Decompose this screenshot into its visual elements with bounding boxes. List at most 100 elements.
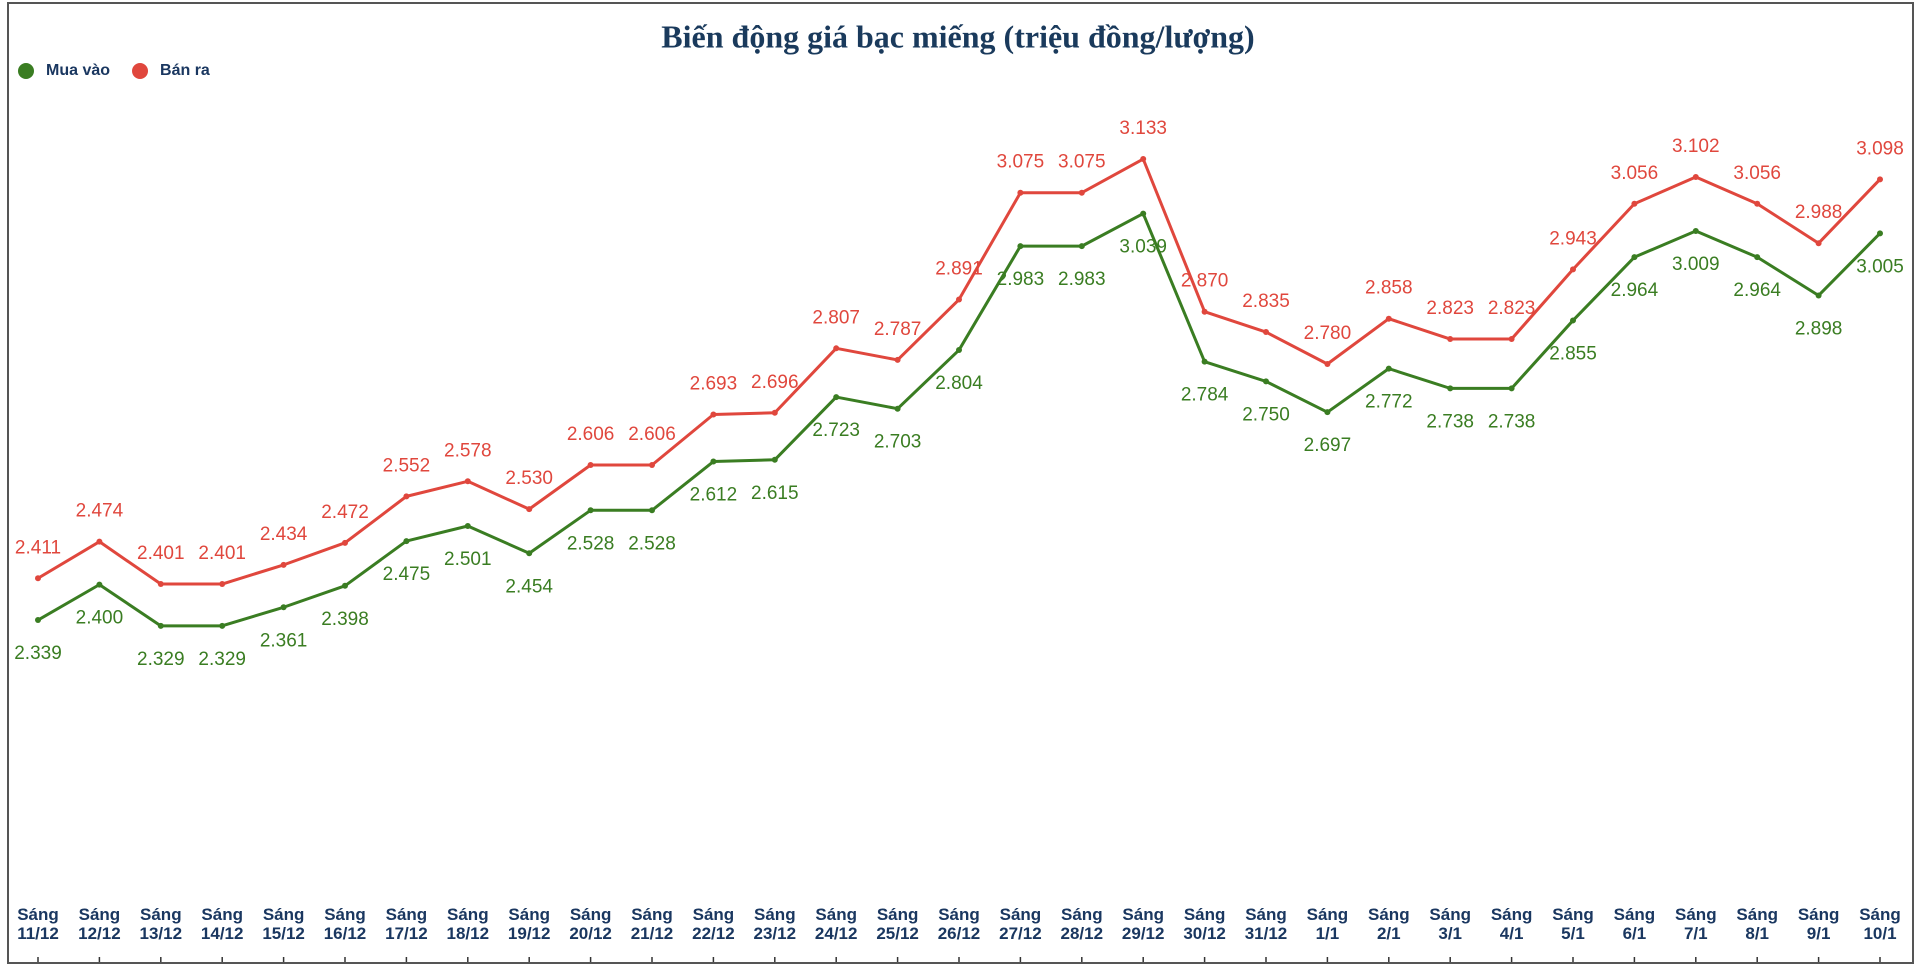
data-point <box>219 581 226 588</box>
data-point <box>280 604 287 611</box>
data-label: 2.723 <box>812 420 860 441</box>
x-tick-label: Sáng 13/12 <box>139 905 183 943</box>
data-point <box>1508 336 1515 343</box>
data-point <box>1017 189 1024 196</box>
x-tick-label: Sáng 6/1 <box>1613 905 1656 943</box>
data-label: 3.056 <box>1733 163 1781 184</box>
data-point <box>1324 360 1331 367</box>
data-point <box>1692 174 1699 181</box>
x-tick-label: Sáng 29/12 <box>1121 905 1165 943</box>
data-point <box>342 539 348 546</box>
x-tick-label: Sáng 1/1 <box>1306 905 1349 943</box>
x-tick-label: Sáng 2/1 <box>1368 905 1410 943</box>
x-tick-label: Sáng 12/12 <box>78 905 121 943</box>
data-label: 2.964 <box>1611 280 1659 301</box>
data-label: 2.339 <box>14 643 62 664</box>
data-label: 2.738 <box>1426 411 1474 432</box>
data-point <box>157 581 164 588</box>
x-tick-label: Sáng 7/1 <box>1675 905 1717 943</box>
data-label: 2.804 <box>935 373 983 394</box>
data-point <box>1385 365 1392 372</box>
data-label: 2.329 <box>198 649 246 670</box>
x-tick-label: Sáng 16/12 <box>323 905 367 943</box>
data-label: 3.005 <box>1856 256 1904 277</box>
data-point <box>1631 200 1638 207</box>
data-label: 3.039 <box>1119 237 1167 258</box>
data-label: 2.401 <box>198 543 246 564</box>
data-label: 2.943 <box>1549 228 1597 249</box>
data-label: 2.988 <box>1795 202 1843 223</box>
data-point <box>403 538 410 545</box>
data-label: 2.738 <box>1488 411 1536 432</box>
legend-label: Bán ra <box>160 62 210 79</box>
data-point <box>1754 254 1761 261</box>
data-label: 2.454 <box>505 576 553 597</box>
data-label: 3.102 <box>1672 136 1720 157</box>
data-label: 2.703 <box>874 432 922 453</box>
data-label: 2.615 <box>751 483 799 504</box>
data-point <box>403 493 410 500</box>
data-point <box>710 458 717 465</box>
x-tick-label: Sáng 9/1 <box>1797 905 1840 943</box>
data-point <box>1754 200 1761 207</box>
x-tick-label: Sáng 14/12 <box>200 905 244 943</box>
x-tick-label: Sáng 5/1 <box>1552 905 1594 943</box>
data-point <box>771 409 778 416</box>
x-tick-label: Sáng 24/12 <box>814 905 858 943</box>
data-point <box>1877 230 1883 237</box>
data-point <box>219 622 226 629</box>
data-point <box>710 411 717 418</box>
data-point <box>1201 358 1208 365</box>
data-label: 2.612 <box>690 485 738 506</box>
data-label: 2.772 <box>1365 392 1413 413</box>
data-label: 2.361 <box>260 630 308 651</box>
data-label: 2.606 <box>567 424 615 445</box>
data-point <box>157 622 164 629</box>
x-tick-label: Sáng 26/12 <box>937 905 981 943</box>
data-point <box>894 405 901 412</box>
x-tick-label: Sáng 11/12 <box>17 905 59 943</box>
data-label: 2.891 <box>935 259 983 280</box>
data-label: 2.823 <box>1426 298 1474 319</box>
data-point <box>1631 254 1638 261</box>
data-label: 2.501 <box>444 549 492 570</box>
x-tick-label: Sáng 27/12 <box>999 905 1042 943</box>
data-point <box>1078 243 1085 250</box>
data-label: 2.400 <box>76 608 124 629</box>
data-point <box>280 561 287 568</box>
data-point <box>1447 336 1454 343</box>
data-label: 2.858 <box>1365 278 1413 299</box>
x-tick-label: Sáng 19/12 <box>507 905 551 943</box>
data-point <box>1263 329 1269 336</box>
data-point <box>894 356 901 363</box>
data-point <box>956 347 962 354</box>
data-point <box>1140 210 1147 217</box>
data-label: 3.075 <box>1058 152 1106 173</box>
data-point <box>1201 308 1208 315</box>
data-point <box>833 394 840 401</box>
data-label: 3.009 <box>1672 254 1720 275</box>
data-label: 3.056 <box>1611 163 1659 184</box>
data-label: 2.530 <box>505 468 553 489</box>
data-point <box>35 575 41 582</box>
frame <box>7 2 1914 964</box>
data-label: 2.472 <box>321 502 369 523</box>
x-tick-label: Sáng 21/12 <box>630 905 674 943</box>
data-point <box>587 462 594 469</box>
x-tick-label: Sáng 30/12 <box>1183 905 1226 943</box>
data-label: 2.434 <box>260 524 308 545</box>
data-label: 2.552 <box>383 455 431 476</box>
data-label: 2.528 <box>567 533 615 554</box>
data-label: 2.398 <box>321 609 369 630</box>
data-point <box>1692 228 1699 235</box>
data-point <box>956 296 962 303</box>
x-tick-label: Sáng 23/12 <box>753 905 797 943</box>
data-point <box>649 507 655 514</box>
data-label: 2.787 <box>874 319 922 340</box>
data-point <box>1570 266 1576 273</box>
data-point <box>1263 378 1269 385</box>
x-tick-label: Sáng 25/12 <box>876 905 919 943</box>
data-point <box>1078 189 1085 196</box>
series-line <box>37 157 1882 586</box>
